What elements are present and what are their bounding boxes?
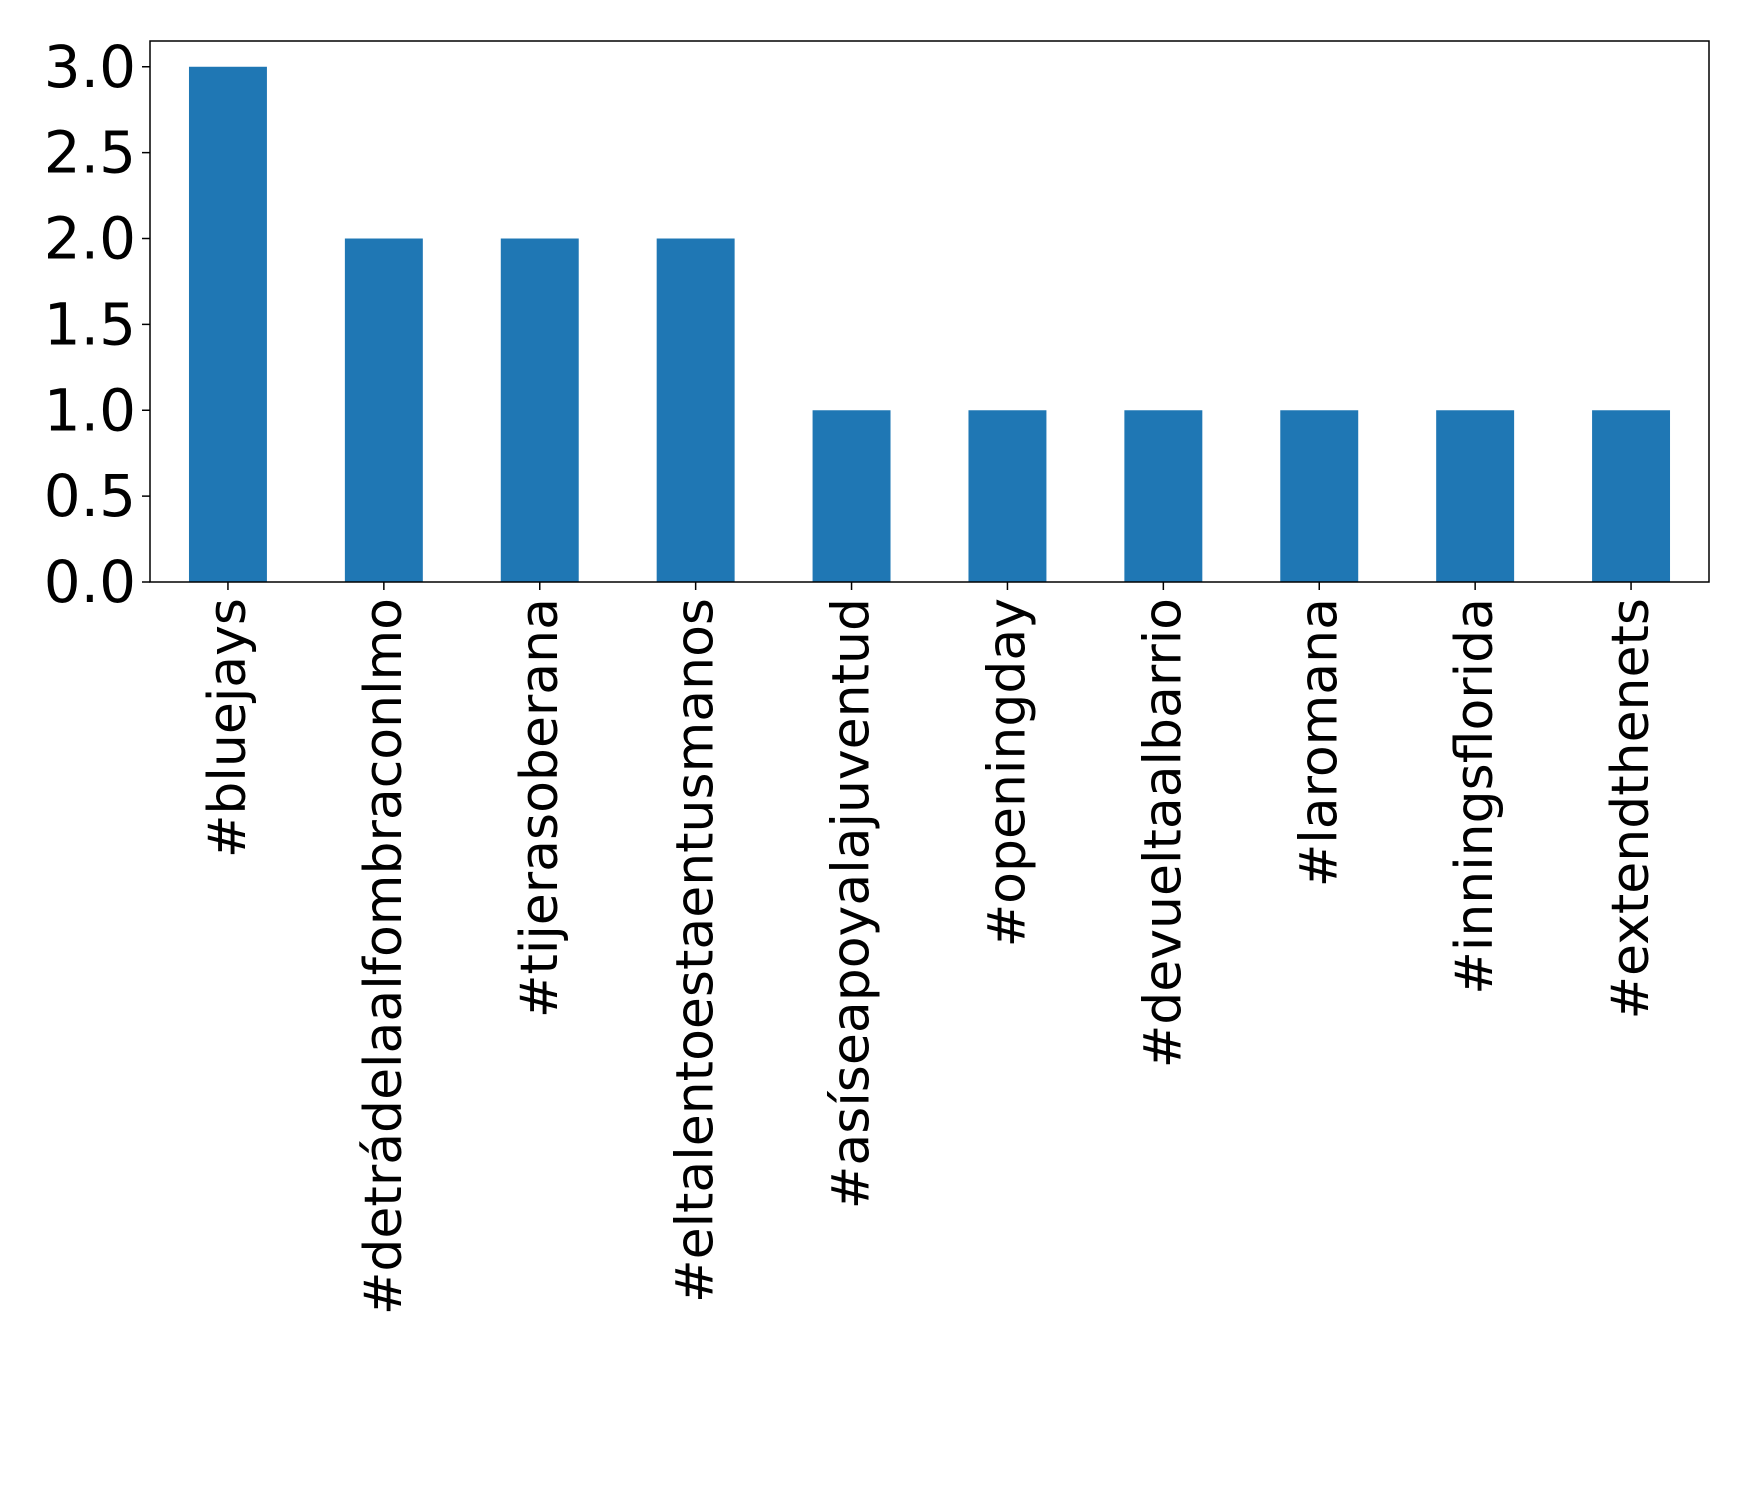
bar xyxy=(344,238,423,582)
plot-frame xyxy=(149,40,1710,583)
bar xyxy=(968,410,1047,582)
y-tick-label: 2.0 xyxy=(44,205,136,273)
x-tick-label: #asíseapoyalajuventud xyxy=(822,598,882,1209)
bar xyxy=(1280,410,1359,582)
x-tick-label: #extendthenets xyxy=(1601,598,1661,1020)
bar xyxy=(1436,410,1515,582)
x-tick-label: #inningsflorida xyxy=(1445,598,1505,995)
x-tick-label: #openingday xyxy=(977,598,1037,947)
y-tick-label: 0.5 xyxy=(44,462,136,530)
y-tick-label: 0.0 xyxy=(44,548,136,616)
x-tick-label: #bluejays xyxy=(198,598,258,858)
bar xyxy=(500,238,579,582)
bar xyxy=(188,66,267,582)
x-tick-label: #tijerasoberana xyxy=(510,598,570,1018)
x-tick-label: #detrádelaalfombraconlmo xyxy=(354,598,414,1315)
x-tick-label: #eltalentoestaentusmanos xyxy=(666,598,726,1303)
bar xyxy=(1124,410,1203,582)
x-axis: #bluejays #detrádelaalfombraconlmo #tijera… xyxy=(198,582,1661,1315)
x-tick-label: #laromana xyxy=(1289,598,1349,887)
bar xyxy=(1592,410,1671,582)
y-axis: 0.0 0.5 1.0 1.5 2.0 2.5 3.0 xyxy=(44,33,150,616)
x-tick-label: #devueltaalbarrio xyxy=(1133,598,1193,1068)
y-tick-label: 1.0 xyxy=(44,376,136,444)
bar xyxy=(656,238,735,582)
y-tick-label: 3.0 xyxy=(44,33,136,101)
y-tick-label: 1.5 xyxy=(44,290,136,358)
y-tick-label: 2.5 xyxy=(44,119,136,187)
bar xyxy=(812,410,891,582)
bars-group xyxy=(188,66,1671,582)
